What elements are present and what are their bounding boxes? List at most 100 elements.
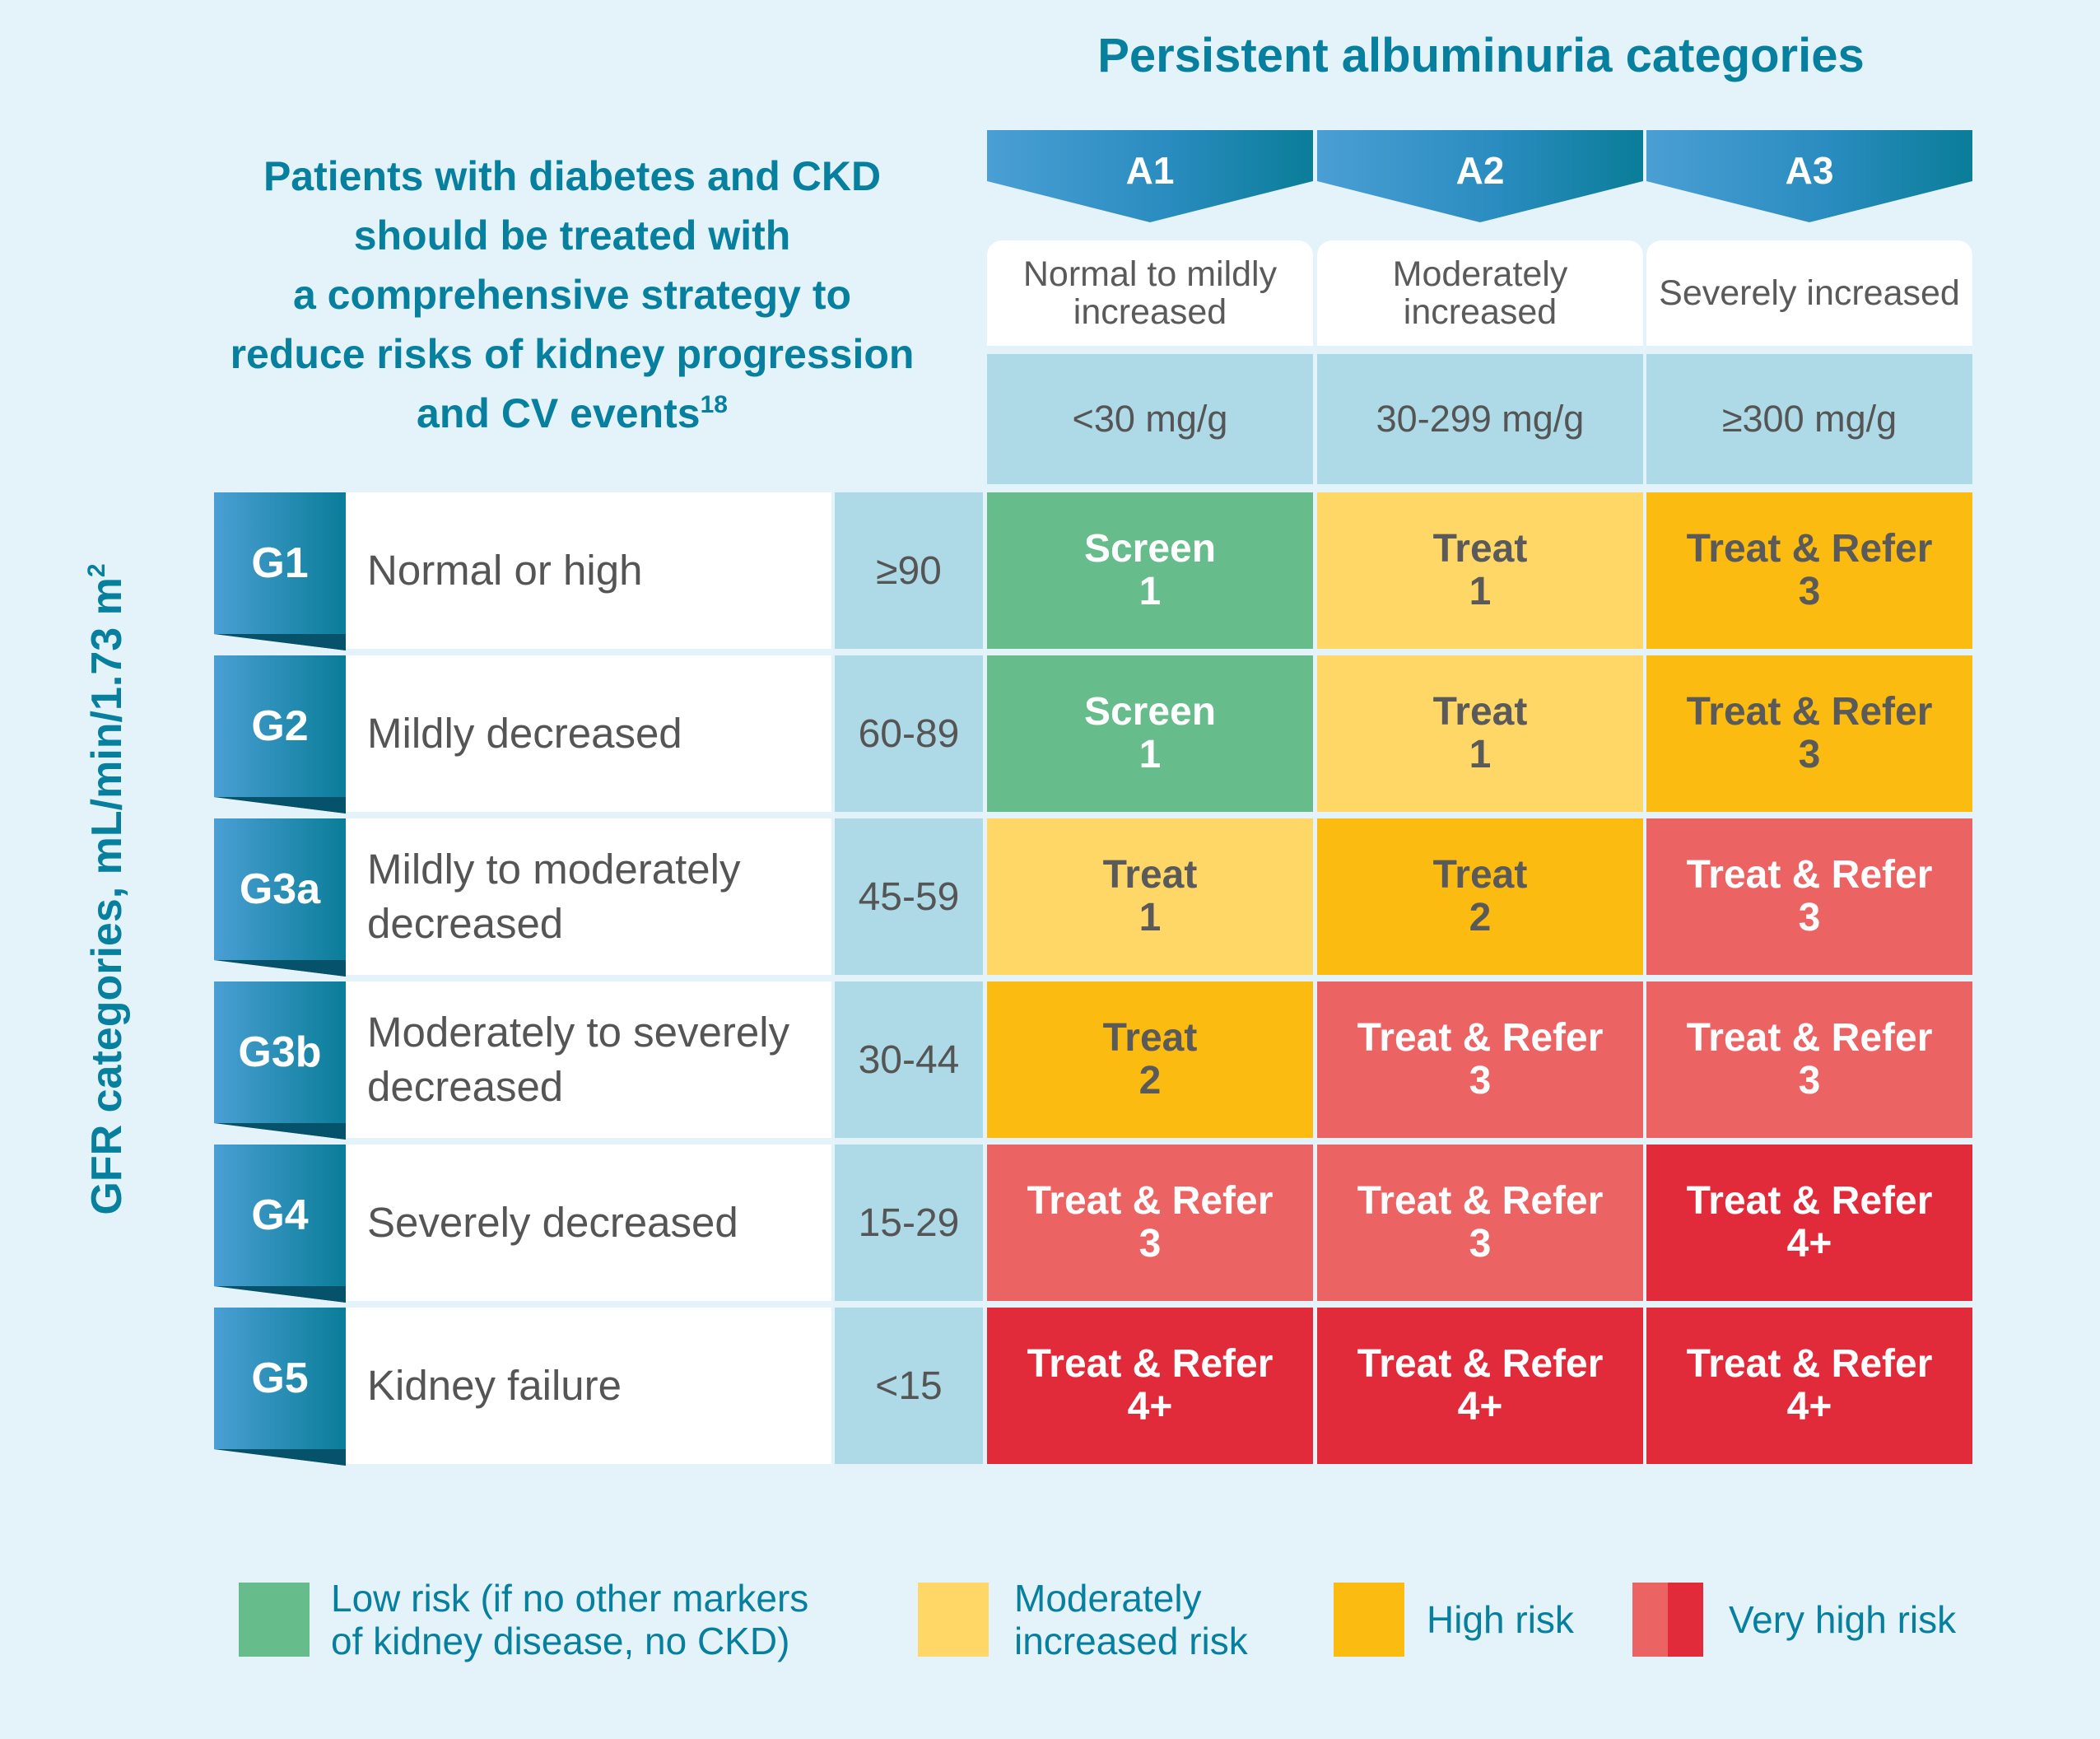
row-description: Mildly decreased <box>346 655 831 812</box>
legend-label-line: Moderately <box>1014 1577 1202 1620</box>
column-range: <30 mg/g <box>987 354 1313 484</box>
cell-action: Treat <box>1102 853 1198 897</box>
legend-swatch <box>1334 1583 1404 1657</box>
chevron-banner-icon <box>1646 130 1972 222</box>
column-banner-a2: A2 <box>1317 130 1643 222</box>
risk-cell: Treat & Refer 4+ <box>1317 1308 1643 1464</box>
row-tag-g3a: G3a <box>214 818 346 977</box>
legend-swatch <box>1632 1583 1703 1657</box>
legend-label-line: increased risk <box>1014 1620 1248 1662</box>
legend-label: Very high risk <box>1729 1598 1956 1641</box>
ribbon-tag-icon <box>214 818 346 977</box>
cell-frequency: 4+ <box>1786 1222 1832 1266</box>
risk-cell: Treat & Refer 3 <box>1646 981 1972 1138</box>
cell-action: Treat & Refer <box>1357 1016 1604 1060</box>
column-range: ≥300 mg/g <box>1646 354 1972 484</box>
row-description: Kidney failure <box>346 1308 831 1464</box>
cell-frequency: 3 <box>1469 1059 1492 1103</box>
row-range: 60-89 <box>835 655 983 812</box>
risk-cell: Treat & Refer 3 <box>1646 492 1972 649</box>
row-code: G3a <box>239 865 321 913</box>
cell-frequency: 1 <box>1469 570 1492 613</box>
cell-frequency: 3 <box>1798 1059 1821 1103</box>
ribbon-tag-icon <box>214 655 346 814</box>
risk-cell: Treat 2 <box>987 981 1313 1138</box>
row-code: G2 <box>251 702 309 750</box>
cell-action: Treat & Refer <box>1686 690 1933 734</box>
risk-cell: Screen 1 <box>987 492 1313 649</box>
cell-action: Treat <box>1432 527 1528 571</box>
cell-action: Treat & Refer <box>1027 1179 1274 1223</box>
legend-label: High risk <box>1427 1598 1574 1641</box>
risk-cell: Treat & Refer 3 <box>987 1145 1313 1301</box>
row-code: G4 <box>251 1191 309 1239</box>
intro-line-text: and CV events <box>417 390 701 436</box>
cell-frequency: 4+ <box>1457 1385 1503 1429</box>
risk-cell: Treat 2 <box>1317 818 1643 975</box>
legend-label: Moderately increased risk <box>1014 1577 1248 1662</box>
row-code: G3b <box>238 1028 322 1076</box>
cell-frequency: 1 <box>1138 896 1162 939</box>
legend-label-line: of kidney disease, no CKD) <box>331 1620 790 1662</box>
ribbon-tag-icon <box>214 1308 346 1466</box>
risk-cell: Treat 1 <box>1317 492 1643 649</box>
cell-frequency: 3 <box>1138 1222 1162 1266</box>
row-tag-g4: G4 <box>214 1145 346 1303</box>
cell-action: Treat & Refer <box>1357 1342 1604 1386</box>
ribbon-tag-icon <box>214 1145 346 1303</box>
cell-action: Treat & Refer <box>1357 1179 1604 1223</box>
column-code: A2 <box>1455 149 1505 192</box>
cell-action: Screen <box>1083 690 1217 734</box>
cell-action: Screen <box>1083 527 1217 571</box>
risk-cell: Treat & Refer 4+ <box>1646 1145 1972 1301</box>
row-tag-g5: G5 <box>214 1308 346 1466</box>
cell-frequency: 4+ <box>1127 1385 1173 1429</box>
row-tag-g1: G1 <box>214 492 346 650</box>
intro-line: a comprehensive strategy to <box>292 272 852 318</box>
legend-swatch <box>239 1583 310 1657</box>
cell-frequency: 3 <box>1798 570 1821 613</box>
cell-frequency: 4+ <box>1786 1385 1832 1429</box>
risk-cell: Treat 1 <box>987 818 1313 975</box>
row-range: ≥90 <box>835 492 983 649</box>
gfr-axis-label-text: GFR categories, mL/min/1.73 m <box>83 577 131 1215</box>
cell-action: Treat & Refer <box>1686 1016 1933 1060</box>
cell-frequency: 3 <box>1798 896 1821 939</box>
cell-action: Treat <box>1432 690 1528 734</box>
column-code: A1 <box>1125 149 1175 192</box>
risk-cell: Treat 1 <box>1317 655 1643 812</box>
cell-action: Treat & Refer <box>1686 1342 1933 1386</box>
legend-label-line: Very high risk <box>1729 1598 1957 1641</box>
albuminuria-categories-title: Persistent albuminuria categories <box>1097 29 1865 82</box>
cell-action: Treat <box>1432 853 1528 897</box>
legend-label-line: High risk <box>1427 1598 1574 1641</box>
row-tag-g2: G2 <box>214 655 346 814</box>
column-description: Moderately increased <box>1317 240 1643 346</box>
column-banner-a3: A3 <box>1646 130 1972 222</box>
cell-action: Treat <box>1102 1016 1198 1060</box>
row-code: G1 <box>251 539 309 587</box>
row-description: Moderately to severely decreased <box>346 981 831 1138</box>
row-description: Severely decreased <box>346 1145 831 1301</box>
cell-frequency: 1 <box>1138 733 1162 776</box>
intro-line: and CV events18 <box>189 384 955 443</box>
row-description: Mildly to moderately decreased <box>346 818 831 975</box>
row-description: Normal or high <box>346 492 831 649</box>
risk-cell: Treat & Refer 3 <box>1646 818 1972 975</box>
risk-cell: Treat & Refer 4+ <box>1646 1308 1972 1464</box>
risk-cell: Treat & Refer 3 <box>1317 1145 1643 1301</box>
cell-frequency: 3 <box>1469 1222 1492 1266</box>
row-code: G5 <box>251 1354 309 1402</box>
cell-action: Treat & Refer <box>1686 853 1933 897</box>
cell-action: Treat & Refer <box>1027 1342 1274 1386</box>
intro-line: should be treated with <box>353 212 791 259</box>
risk-cell: Treat & Refer 3 <box>1317 981 1643 1138</box>
intro-reference: 18 <box>700 391 728 418</box>
ribbon-tag-icon <box>214 981 346 1140</box>
risk-cell: Treat & Refer 4+ <box>987 1308 1313 1464</box>
intro-line: Patients with diabetes and CKD <box>263 153 882 199</box>
column-code: A3 <box>1785 149 1834 192</box>
cell-frequency: 1 <box>1469 733 1492 776</box>
chevron-banner-icon <box>987 130 1313 222</box>
row-range: 45-59 <box>835 818 983 975</box>
